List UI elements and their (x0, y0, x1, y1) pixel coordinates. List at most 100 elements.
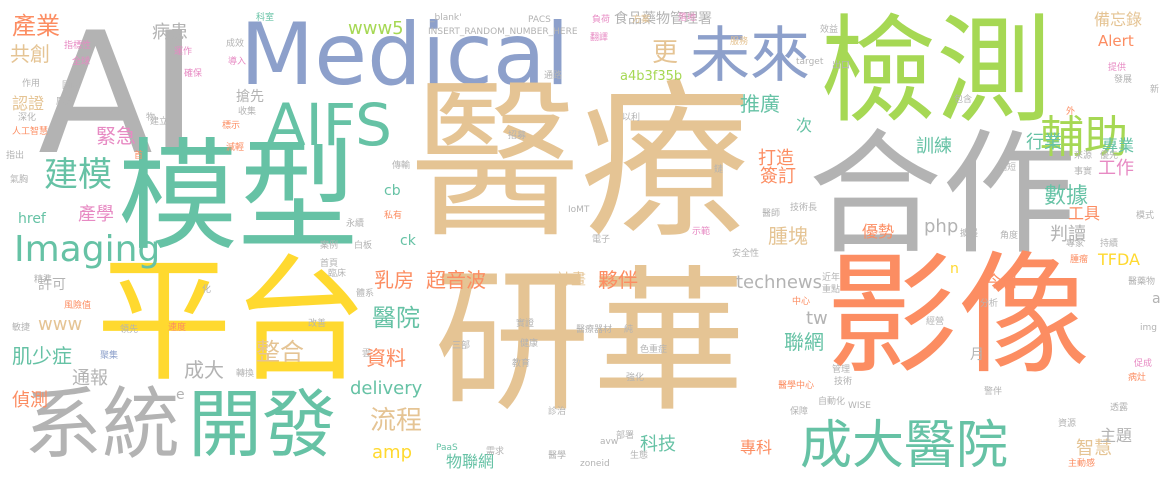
word-baobiao: 保障 (790, 407, 809, 417)
word-target: target (796, 57, 824, 67)
word-gongzuo: 工作 (1098, 158, 1134, 179)
word-sezhong: 色重症 (640, 345, 668, 355)
word-chanxue: 產學 (78, 204, 114, 225)
word-avw: avw (600, 437, 619, 447)
word-tixi: 體系 (356, 289, 375, 299)
word-shengtai: 生態 (630, 451, 649, 461)
word-gongchuang: 共創 (10, 42, 50, 66)
word-pandu: 判讀 (1050, 224, 1086, 245)
word-zhangu: 擴展 (960, 229, 979, 239)
word-qiangxian: 搶先 (236, 89, 264, 105)
word-yixue: 醫學 (548, 451, 567, 461)
word-chaoyinbo: 超音波 (426, 268, 486, 292)
word-zhuanye: 專業 (1102, 136, 1135, 155)
word-shishi: 實證 (516, 319, 535, 329)
word-zhuanke: 專科 (740, 438, 773, 457)
word-wise: WISE (848, 401, 871, 411)
word-xunlian: 訓練 (916, 136, 952, 157)
word-chixu: 持續 (1100, 239, 1119, 249)
word-tfda: TFDA (1098, 250, 1140, 269)
word-yongxu: 永續 (346, 219, 365, 229)
word-jinji: 緊急 (96, 124, 136, 148)
word-guanli: 管理 (832, 365, 851, 375)
word-lingxian: 領先 (120, 325, 139, 335)
word-alert: Alert (1098, 32, 1134, 50)
word-chengxiao: 成效 (226, 39, 245, 49)
word-href: href (18, 211, 46, 227)
word-gaishan: 改善 (308, 319, 327, 329)
word-shanghui: 收集 (238, 107, 257, 117)
word-youshi: 優勢 (862, 222, 895, 241)
word-jinnian: 近年 (822, 273, 841, 283)
word-wai: 外 (1066, 107, 1076, 117)
word-jingban: 警伴 (984, 387, 1003, 397)
word-kecheng: 科室 (256, 13, 275, 23)
word-bingguan: 病患 (152, 22, 188, 43)
word-ziliao: 資料 (366, 346, 406, 370)
word-daoru: 導入 (228, 57, 247, 67)
word-rufang: 乳房 (374, 268, 414, 292)
word-shouye: 首頁 (320, 259, 339, 269)
word-yingxiang: 影像 (826, 239, 1090, 393)
word-kaifa: 開發 (188, 382, 336, 468)
word-rengongzhineng: 人工智慧 (12, 127, 49, 137)
word-zhaomu: 招募 (508, 131, 527, 141)
word-baibing: 白板 (354, 241, 373, 251)
word-wu: 物 (146, 113, 156, 123)
word-fuzhu: 輔助 (1040, 112, 1128, 163)
word-fuwu: 服務 (730, 37, 749, 47)
word-jiaodu: 角度 (1000, 231, 1019, 241)
word-xitong: 系統 (24, 380, 181, 470)
word-tongcheng: 透露 (1110, 403, 1129, 413)
word-zidonghua: 自動化 (818, 397, 846, 407)
word-technews: technews (736, 272, 823, 293)
word-php: php (924, 216, 959, 237)
word-siyou: 私有 (384, 211, 403, 221)
word-jinri: 今日 (986, 272, 1019, 291)
word-qianghua: 強化 (626, 373, 645, 383)
word-dianzi: 電子 (592, 235, 611, 245)
word-ck: ck (400, 233, 416, 249)
word-shou: 首 (134, 151, 144, 161)
word-baohan: 包含 (954, 95, 973, 105)
word-gongju: 工具 (1068, 204, 1101, 223)
word-yiliaozhongxin: 醫學中心 (778, 381, 815, 391)
word-chengda: 成大 (184, 358, 224, 382)
word-minjie: 敏捷 (12, 323, 31, 333)
word-pacs: PACS (528, 15, 551, 25)
word-shishi2: 事實 (1074, 167, 1093, 177)
word-blank: _blank' (430, 13, 462, 23)
word-jiaoyu: 教育 (512, 359, 531, 369)
word-www5: www5 (348, 18, 404, 39)
word-suo: 縮短 (998, 163, 1017, 173)
word-shifan: 示範 (692, 227, 711, 237)
word-aifs: AIFS (266, 91, 392, 159)
word-hezuo: 合作 (808, 117, 1077, 273)
word-xiaoyi: 效益 (820, 25, 839, 35)
word-fanyi: 翻譯 (590, 33, 609, 43)
word-moxing: 模型 (118, 128, 358, 267)
word-zhongliu: 腫瘤 (1070, 255, 1089, 265)
word-fengxian: 風險值 (64, 301, 92, 311)
word-ci: 次 (796, 116, 813, 135)
word-yiyaowu: 醫藥物 (1128, 277, 1156, 287)
word-shuju: 數據 (1044, 184, 1089, 209)
word-huoban: 夥伴 (598, 268, 638, 292)
word-beiwanglu: 備忘錄 (1094, 10, 1143, 29)
word-ziyuan: 資源 (1058, 419, 1077, 429)
word-yiqian: 以利 (622, 113, 641, 123)
word-zhichu: 指出 (6, 151, 25, 161)
word-fuheng: 落地 (678, 13, 697, 23)
word-linchuang: 臨床 (328, 269, 347, 279)
word-amp: amp (372, 442, 412, 463)
word-jingyin: 經營 (926, 317, 945, 327)
word-fenxi: 分析 (980, 299, 999, 309)
word-youxian: 優先 (1100, 151, 1119, 161)
word-img: img (1140, 323, 1157, 333)
word-tigong: 提供 (1108, 63, 1127, 73)
word-n: n (950, 261, 959, 277)
word-jianzuo: 運作 (174, 47, 193, 57)
word-quebao: 確保 (184, 69, 203, 79)
word-chuanshu: 傳輸 (392, 161, 411, 171)
word-lianwang: 聯網 (784, 330, 824, 354)
